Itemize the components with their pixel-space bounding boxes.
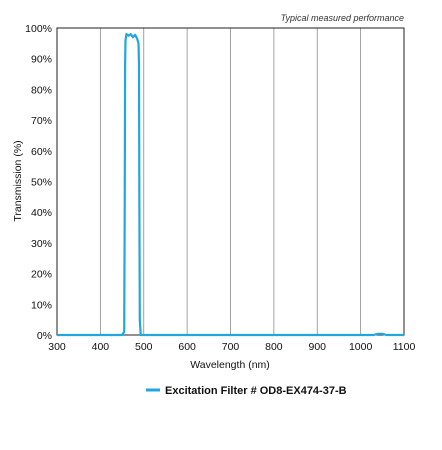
y-tick-label: 90% <box>31 54 52 66</box>
x-tick-labels: 300 400 500 600 700 800 900 1000 1100 <box>48 341 415 353</box>
legend: Excitation Filter # OD8-EX474-37-B <box>146 385 347 397</box>
y-tick-label: 70% <box>31 115 52 127</box>
x-tick-label: 400 <box>92 341 110 353</box>
series-layer <box>57 32 404 337</box>
y-tick-labels: 0% 10% 20% 30% 40% 50% 60% 70% 80% 90% 100% <box>25 23 52 342</box>
x-tick-label: 700 <box>222 341 240 353</box>
y-tick-label: 0% <box>37 330 52 342</box>
x-tick-label: 800 <box>265 341 283 353</box>
y-tick-label: 40% <box>31 207 52 219</box>
x-tick-label: 600 <box>178 341 196 353</box>
series-line-0 <box>57 32 404 337</box>
grid-lines <box>99 28 362 335</box>
legend-label: Excitation Filter # OD8-EX474-37-B <box>165 385 347 397</box>
y-axis-label: Transmission (%) <box>12 140 24 221</box>
y-tick-label: 10% <box>31 299 52 311</box>
x-tick-label: 1100 <box>393 341 416 353</box>
y-tick-label: 20% <box>31 269 52 281</box>
performance-note: Typical measured performance <box>281 13 404 23</box>
y-tick-label: 30% <box>31 238 52 250</box>
x-axis-label: Wavelength (nm) <box>190 359 270 371</box>
y-tick-label: 50% <box>31 177 52 189</box>
x-tick-label: 1000 <box>349 341 373 353</box>
x-tick-label: 900 <box>308 341 326 353</box>
x-tick-label: 300 <box>48 341 66 353</box>
y-tick-label: 80% <box>31 84 52 96</box>
x-tick-label: 500 <box>135 341 153 353</box>
y-tick-label: 60% <box>31 146 52 158</box>
y-tick-label: 100% <box>25 23 52 35</box>
